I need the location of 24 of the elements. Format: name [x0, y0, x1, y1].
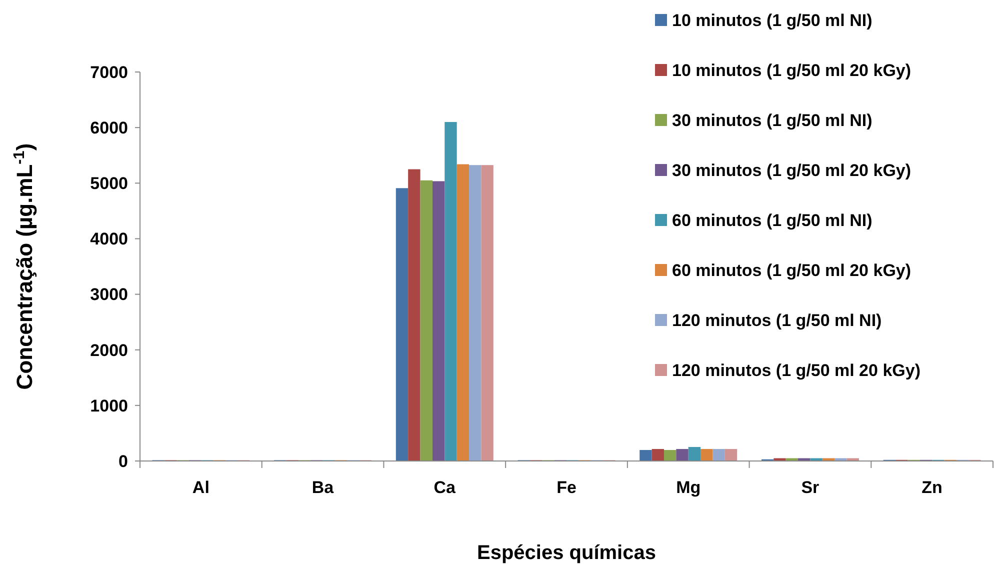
- x-tick-label: Ba: [312, 478, 334, 497]
- legend-label: 60 minutos (1 g/50 ml NI): [672, 210, 872, 230]
- y-tick-label: 1000: [90, 396, 128, 416]
- legend-label: 30 minutos (1 g/50 ml 20 kGy): [672, 160, 912, 180]
- legend-label: 120 minutos (1 g/50 ml 20 kGy): [672, 360, 920, 380]
- x-tick-label: Al: [192, 478, 210, 497]
- x-tick-label: Ca: [434, 478, 456, 497]
- x-tick-label: Fe: [556, 478, 576, 497]
- legend-label: 10 minutos (1 g/50 ml NI): [672, 10, 872, 30]
- y-tick-label: 6000: [90, 118, 128, 138]
- legend-label: 120 minutos (1 g/50 ml NI): [672, 310, 882, 330]
- y-tick-label: 0: [118, 452, 128, 471]
- y-tick-label: 2000: [90, 340, 128, 360]
- legend-label: 30 minutos (1 g/50 ml NI): [672, 110, 872, 130]
- x-tick-label: Zn: [922, 478, 942, 497]
- y-tick-label: 5000: [90, 174, 128, 194]
- x-tick-label: Mg: [676, 478, 701, 497]
- legend-label: 10 minutos (1 g/50 ml 20 kGy): [672, 60, 912, 80]
- x-tick-label: Sr: [801, 478, 820, 497]
- legend-label: 60 minutos (1 g/50 ml 20 kGy): [672, 260, 912, 280]
- y-tick-label: 7000: [90, 62, 128, 82]
- y-tick-label: 4000: [90, 230, 128, 249]
- x-axis-title: Espécies químicas: [477, 542, 656, 564]
- y-tick-label: 3000: [90, 285, 128, 304]
